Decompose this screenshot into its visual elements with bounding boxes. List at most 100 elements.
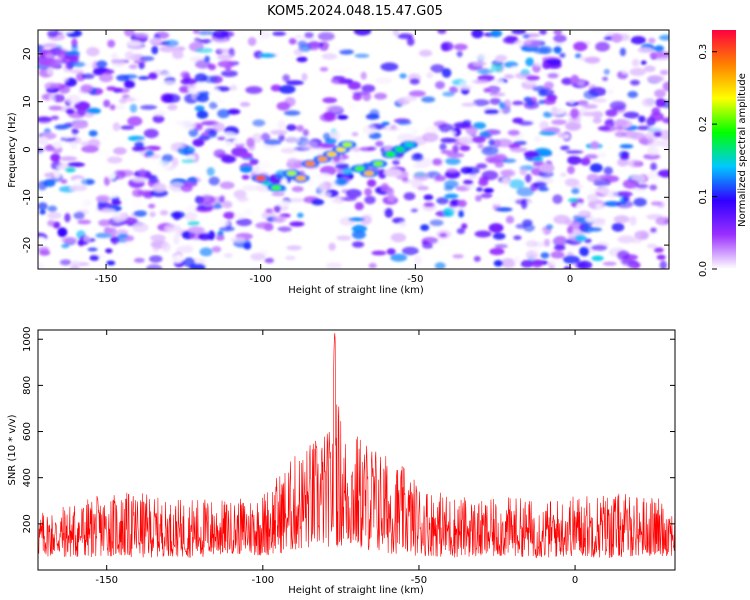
heatmap-cell [277, 119, 286, 130]
heatmap-cell [215, 235, 225, 241]
heatmap-cell [87, 247, 98, 252]
heatmap-cell [112, 122, 121, 132]
heatmap-cell [206, 167, 215, 176]
heatmap-cell [518, 120, 534, 126]
heatmap-cell [204, 55, 210, 63]
heatmap-cell [654, 89, 666, 98]
heatmap-cell [65, 108, 75, 115]
heatmap-cell [473, 99, 490, 107]
heatmap-cell [228, 47, 235, 58]
heatmap-cell [260, 132, 271, 142]
heatmap-cell [646, 116, 656, 127]
heatmap-cell [96, 60, 108, 68]
heatmap-cell [345, 188, 362, 198]
heatmap-cell [69, 264, 80, 269]
heatmap-cell [164, 39, 179, 48]
heatmap-cell [193, 30, 200, 34]
heatmap-cell [270, 84, 282, 92]
heatmap-cell [553, 214, 571, 225]
heatmap-cell [476, 52, 494, 62]
heatmap-cell [583, 90, 599, 100]
heatmap-cell [60, 179, 68, 184]
heatmap-cell [380, 62, 399, 72]
heatmap-cell [446, 168, 458, 173]
heatmap-cell [80, 154, 89, 161]
heatmap-cell [410, 208, 419, 213]
snr-y-tick-label: 1000 [22, 327, 33, 352]
heatmap-cell [620, 259, 638, 265]
heatmap-cell [112, 212, 128, 222]
heatmap-cell [611, 222, 625, 232]
heatmap-cell [589, 163, 603, 173]
heatmap-cell [487, 85, 501, 94]
heatmap-cell [174, 172, 192, 177]
heatmap-cell [480, 193, 493, 199]
heatmap-cell [266, 231, 280, 236]
heatmap-cell [49, 60, 57, 69]
heatmap-cell [233, 189, 247, 199]
heatmap-cell [71, 128, 79, 136]
heatmap-cell [172, 49, 184, 59]
heatmap-cell [386, 248, 396, 256]
signal-peak [305, 161, 316, 167]
heatmap-cell [494, 244, 508, 249]
heatmap-cell [236, 218, 252, 227]
heatmap-cell [617, 191, 633, 197]
heatmap-cell [219, 181, 235, 190]
heatmap-cell [544, 81, 554, 90]
heatmap-cell [227, 108, 241, 115]
heatmap-cell [368, 262, 377, 269]
heatmap-cell [595, 41, 610, 52]
heatmap-cell [214, 202, 222, 209]
heatmap-cell [137, 190, 155, 196]
heatmap-cell [172, 211, 182, 221]
heatmap-cell [266, 154, 283, 161]
heatmap-cell [562, 255, 580, 264]
heatmap-cell [465, 206, 473, 215]
heatmap-cell [534, 61, 542, 67]
snr-x-tick-label: 0 [572, 575, 578, 586]
heatmap-cell [567, 165, 575, 175]
heatmap-cell [187, 87, 206, 92]
heatmap-cell [560, 145, 571, 151]
heatmap-cell [511, 30, 527, 35]
heatmap-cell [473, 122, 486, 130]
heatmap-cell [384, 207, 394, 218]
heatmap-cell [576, 202, 584, 211]
heatmap-cell [241, 185, 259, 192]
heatmap-cell [568, 117, 575, 124]
heatmap-cell [130, 199, 143, 209]
heatmap-cell [538, 99, 545, 105]
heatmap-cell [475, 195, 482, 202]
heatmap-cell [588, 188, 603, 193]
heatmap-cell [631, 58, 640, 67]
heatmap-cell [148, 174, 158, 184]
heatmap-cell [503, 74, 515, 79]
heatmap-cell [134, 141, 145, 148]
heatmap-cell [239, 101, 251, 107]
heatmap-cell [617, 235, 636, 244]
heatmap-cell [103, 99, 111, 108]
heatmap-cell [637, 47, 653, 53]
heatmap-cell [302, 129, 309, 137]
heatmap-cell [533, 181, 548, 189]
heatmap-cell [334, 178, 348, 186]
heatmap-cell [307, 178, 315, 188]
heatmap-cell [132, 222, 149, 233]
heatmap-cell [183, 257, 196, 268]
heatmap-cell [139, 168, 146, 177]
heatmap-cell [69, 69, 84, 74]
heatmap-cell [70, 142, 78, 150]
heatmap-cell [70, 184, 88, 192]
heatmap-cell [184, 212, 198, 221]
heatmap-cell [86, 107, 101, 114]
heatmap-cell [564, 178, 580, 187]
heatmap-y-tick-label: 20 [22, 48, 33, 61]
heatmap-cell [473, 61, 487, 66]
heatmap-cell [375, 140, 384, 147]
heatmap-cell [286, 245, 302, 251]
colorbar-label: Normalized spectral amplitude [737, 73, 748, 227]
heatmap-cell [503, 61, 519, 68]
heatmap-cell [634, 230, 649, 240]
